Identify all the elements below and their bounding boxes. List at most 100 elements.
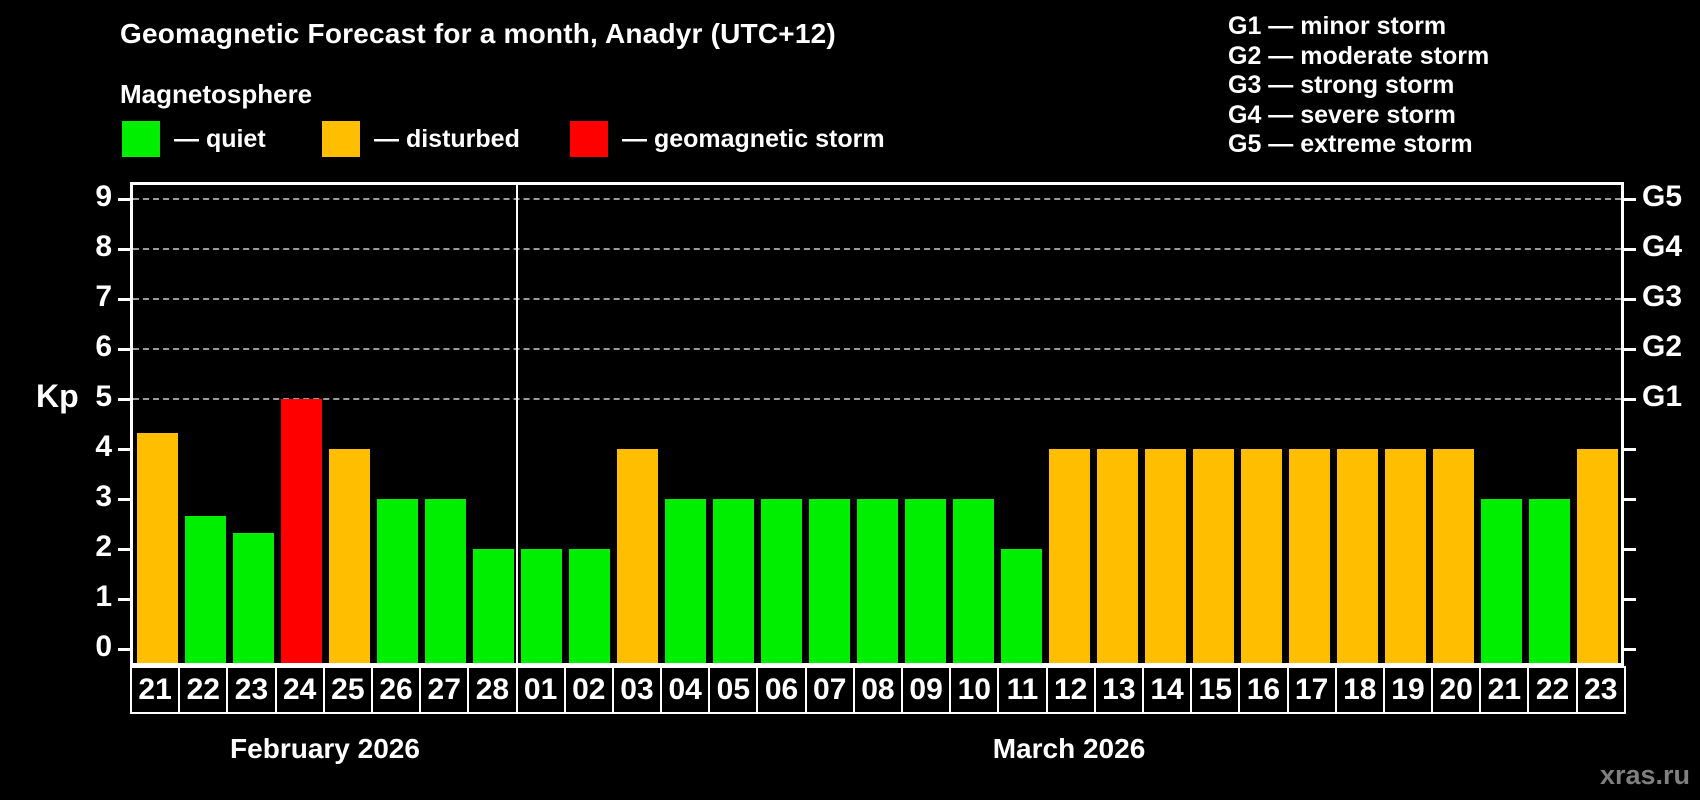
kp-bar-day-04 [664, 499, 706, 663]
y-tick-right-6 [1624, 348, 1636, 351]
g-level-label-g4: G4 [1642, 230, 1683, 263]
y-tick-label-2: 2 [95, 530, 112, 563]
y-tick-left-8 [118, 248, 130, 251]
y-tick-label-9: 9 [95, 180, 112, 213]
day-cell-24: 24 [274, 666, 325, 714]
day-cell-12: 12 [1045, 666, 1096, 714]
day-cell-01: 01 [515, 666, 566, 714]
kp-bar-day-23 [232, 532, 274, 663]
legend-item-label: — quiet [174, 124, 266, 153]
storm-scale-item-g5: G5 — extreme storm [1228, 130, 1473, 158]
quiet-color-swatch [122, 121, 160, 157]
y-tick-right-3 [1624, 498, 1636, 501]
gridline-kp-7 [133, 298, 1621, 300]
kp-bar-day-21 [136, 432, 178, 663]
day-cell-13: 13 [1093, 666, 1144, 714]
page-title: Geomagnetic Forecast for a month, Anadyr… [120, 18, 836, 49]
legend-item-label: — geomagnetic storm [622, 124, 885, 153]
month-label-march: March 2026 [992, 733, 1146, 764]
g-level-label-g2: G2 [1642, 330, 1683, 363]
kp-bar-day-05 [712, 499, 754, 663]
kp-axis-label: Kp [36, 378, 79, 414]
legend-item-disturbed: — disturbed [322, 120, 520, 158]
kp-bar-day-01 [520, 549, 562, 663]
kp-bar-day-17 [1288, 449, 1330, 663]
y-tick-right-4 [1624, 448, 1636, 451]
y-tick-label-8: 8 [95, 230, 112, 263]
day-cell-11: 11 [997, 666, 1048, 714]
day-cell-08: 08 [852, 666, 903, 714]
y-tick-label-0: 0 [95, 630, 112, 663]
y-tick-label-1: 1 [95, 580, 112, 613]
y-tick-label-7: 7 [95, 280, 112, 313]
y-tick-left-2 [118, 548, 130, 551]
day-cell-18: 18 [1334, 666, 1385, 714]
day-cell-17: 17 [1286, 666, 1337, 714]
storm-scale-item-g2: G2 — moderate storm [1228, 41, 1490, 70]
y-tick-right-8 [1624, 248, 1636, 251]
day-cell-21: 21 [1479, 666, 1530, 714]
kp-bar-day-22 [1528, 499, 1570, 663]
y-tick-left-0 [118, 648, 130, 651]
kp-bar-day-28 [472, 549, 514, 663]
day-cell-19: 19 [1382, 666, 1434, 714]
day-cell-22: 22 [1527, 666, 1578, 714]
storm-scale-legend: G1 — minor storm G2 — moderate storm G3 … [1228, 12, 1489, 160]
day-cell-04: 04 [660, 666, 711, 714]
day-cell-03: 03 [611, 666, 663, 714]
kp-bar-day-03 [616, 449, 658, 663]
y-tick-label-3: 3 [95, 480, 112, 513]
y-tick-right-7 [1624, 298, 1636, 301]
kp-bar-day-13 [1096, 449, 1138, 663]
magnetosphere-subtitle: Magnetosphere [120, 79, 313, 109]
y-tick-right-9 [1624, 198, 1636, 201]
day-cell-26: 26 [370, 666, 422, 714]
gridline-kp-5 [133, 398, 1621, 400]
g-level-label-g1: G1 [1642, 380, 1683, 413]
y-tick-left-1 [118, 598, 130, 601]
y-tick-left-4 [118, 448, 130, 451]
gridline-kp-8 [133, 248, 1621, 250]
legend-item-storm: — geomagnetic storm [570, 120, 885, 158]
kp-bar-day-15 [1192, 449, 1234, 663]
storm-scale-item-g3: G3 — strong storm [1228, 71, 1455, 99]
storm-scale-item-g4: G4 — severe storm [1228, 100, 1456, 129]
kp-bar-day-26 [376, 499, 418, 663]
day-cell-02: 02 [563, 666, 614, 714]
kp-bar-day-21 [1480, 499, 1522, 663]
disturbed-color-swatch [322, 121, 360, 157]
kp-bar-day-23 [1576, 449, 1618, 663]
y-tick-left-7 [118, 298, 130, 301]
kp-bar-day-07 [808, 499, 850, 663]
kp-bar-day-22 [184, 515, 226, 663]
y-tick-left-9 [118, 198, 130, 201]
kp-bar-day-16 [1240, 449, 1282, 663]
storm-color-swatch [570, 121, 608, 157]
kp-bar-day-27 [424, 499, 466, 663]
kp-bar-day-20 [1432, 449, 1474, 663]
y-tick-right-1 [1624, 598, 1636, 601]
kp-bar-day-25 [328, 449, 370, 663]
kp-bar-day-02 [568, 549, 610, 663]
storm-scale-item-g1: G1 — minor storm [1228, 12, 1447, 40]
month-separator-line [516, 185, 518, 663]
day-cell-10: 10 [949, 666, 1000, 714]
day-cell-06: 06 [756, 666, 807, 714]
day-cell-25: 25 [322, 666, 373, 714]
y-tick-right-5 [1624, 398, 1636, 401]
kp-bar-day-08 [856, 499, 898, 663]
y-tick-left-3 [118, 498, 130, 501]
y-tick-left-6 [118, 348, 130, 351]
kp-bar-day-11 [1000, 549, 1042, 663]
month-label-february: February 2026 [230, 733, 420, 764]
kp-bar-day-14 [1144, 449, 1186, 663]
gridline-kp-6 [133, 348, 1621, 350]
y-tick-label-4: 4 [95, 430, 112, 463]
y-tick-right-0 [1624, 648, 1636, 651]
day-cell-07: 07 [804, 666, 855, 714]
g-level-label-g3: G3 [1642, 280, 1683, 313]
legend-item-label: — disturbed [374, 124, 520, 153]
day-cell-28: 28 [467, 666, 518, 714]
y-tick-label-5: 5 [95, 380, 112, 413]
